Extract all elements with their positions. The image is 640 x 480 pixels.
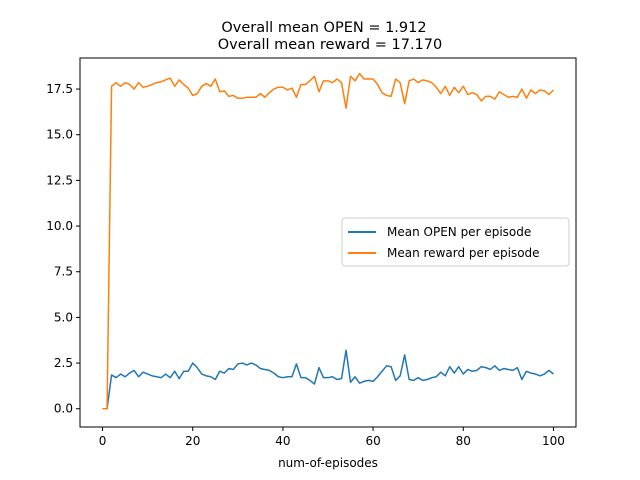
legend-label-reward: Mean reward per episode (387, 246, 540, 260)
y-tick-label: 5.0 (54, 310, 73, 324)
y-tick-label: 15.0 (46, 128, 73, 142)
x-tick-label: 80 (456, 434, 471, 448)
y-tick-label: 0.0 (54, 402, 73, 416)
plot-area (102, 72, 554, 410)
series-line-1 (102, 72, 554, 410)
x-tick-label: 20 (185, 434, 200, 448)
legend-label-open: Mean OPEN per episode (387, 225, 531, 239)
y-tick-label: 7.5 (54, 265, 73, 279)
x-tick-label: 40 (275, 434, 290, 448)
chart-title-line-2: Overall mean reward = 17.170 (218, 37, 442, 53)
y-tick-label: 17.5 (46, 82, 73, 96)
x-axis-label: num-of-episodes (278, 456, 378, 470)
axes-frame (79, 57, 577, 428)
legend: Mean OPEN per episode Mean reward per ep… (341, 217, 570, 267)
series-line-0 (102, 349, 554, 410)
y-tick-label: 12.5 (46, 173, 73, 187)
y-tick-label: 10.0 (46, 219, 73, 233)
legend-box (341, 217, 570, 267)
x-tick-label: 100 (542, 434, 565, 448)
y-tick-label: 2.5 (54, 356, 73, 370)
y-axis-ticks: 0.0 2.5 5.0 7.5 10.0 12.5 15.0 17.5 (46, 82, 80, 416)
x-tick-label: 0 (99, 434, 107, 448)
chart-title-line-1: Overall mean OPEN = 1.912 (221, 20, 426, 36)
x-axis-ticks: 0 20 40 60 80 100 (99, 427, 565, 448)
x-tick-label: 60 (365, 434, 380, 448)
